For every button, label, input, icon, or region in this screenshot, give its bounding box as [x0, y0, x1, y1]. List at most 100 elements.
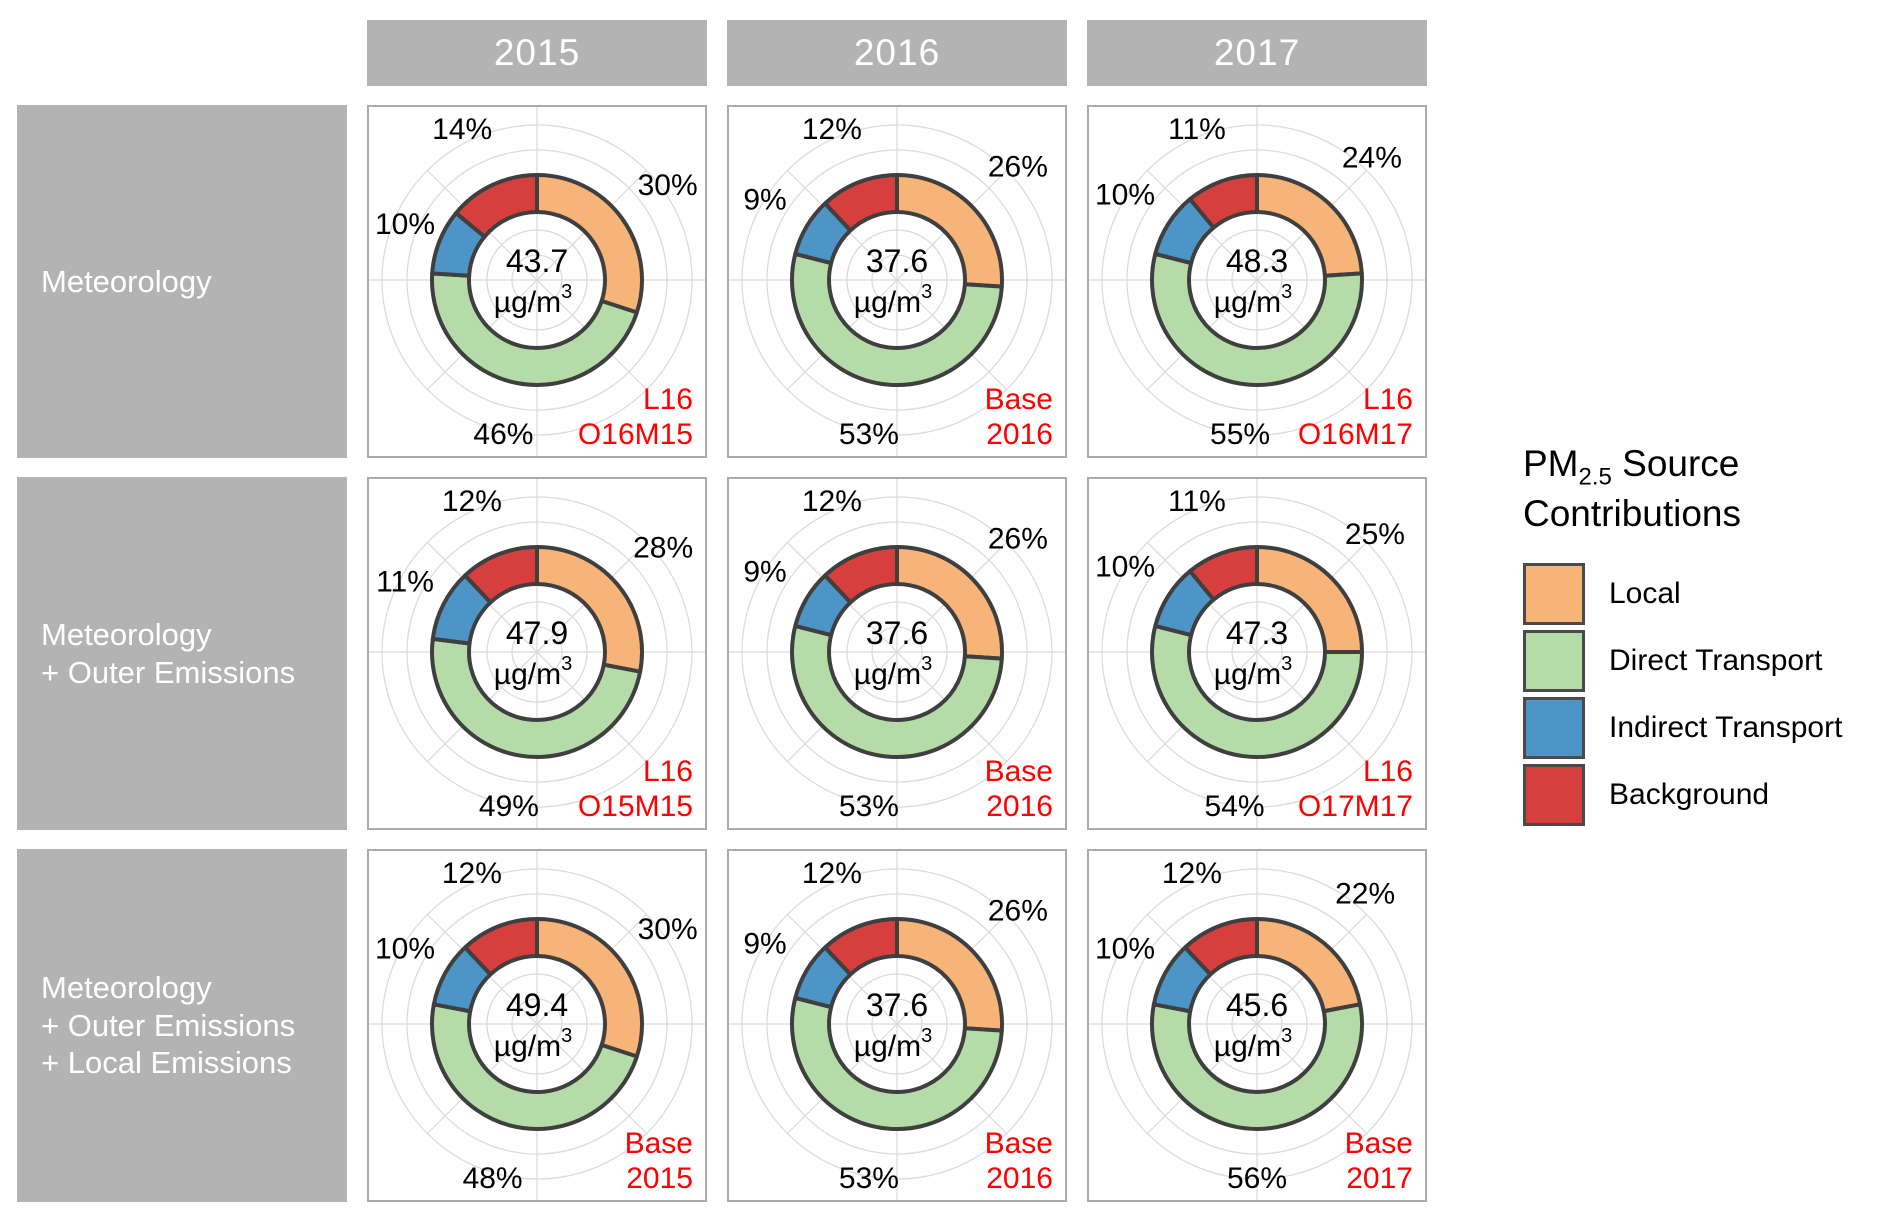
- percent-label-local: 28%: [633, 532, 693, 565]
- donut-panel-r1c0: 28% 49% 11% 12% 47.9 µg/m3 L16 O15M15: [367, 477, 707, 830]
- donut-segment-background: [823, 917, 899, 977]
- legend-swatch-local: [1523, 562, 1585, 625]
- donut-segment-local: [535, 173, 644, 315]
- legend-title-pm: PM: [1523, 443, 1579, 484]
- percent-label-indirect-transport: 10%: [1095, 933, 1155, 966]
- scenario-annotation-line: O16M15: [578, 418, 693, 451]
- donut-panel-r0c2: 24% 55% 10% 11% 48.3 µg/m3 L16 O16M17: [1087, 105, 1427, 458]
- donut-segment-local: [535, 545, 644, 674]
- legend-title-subscript: 2.5: [1578, 463, 1612, 491]
- legend-title: PM2.5 Source Contributions: [1523, 442, 1883, 537]
- legend-title-line2: Contributions: [1523, 493, 1742, 535]
- scenario-annotation-line: 2016: [986, 790, 1053, 823]
- percent-label-background: 12%: [802, 857, 862, 890]
- donut-segment-background: [454, 173, 539, 239]
- center-value: 48.3: [1226, 243, 1288, 279]
- column-header-2015: 2015: [367, 20, 707, 86]
- percent-label-background: 12%: [802, 485, 862, 518]
- donut-panel-r0c1: 26% 53% 9% 12% 37.6 µg/m3 Base 2016: [727, 105, 1067, 458]
- percent-label-local: 26%: [988, 150, 1048, 183]
- donut-segment-background: [463, 917, 539, 977]
- legend-label: Direct Transport: [1609, 643, 1823, 677]
- percent-label-local: 30%: [638, 169, 698, 202]
- row-label-meteorology-outer: Meteorology + Outer Emissions: [17, 477, 347, 830]
- row-label-meteorology: Meteorology: [17, 105, 347, 458]
- scenario-annotation-line: O17M17: [1298, 790, 1413, 823]
- percent-label-indirect-transport: 10%: [1095, 551, 1155, 584]
- percent-label-background: 11%: [1168, 485, 1226, 518]
- percent-label-direct-transport: 49%: [479, 790, 539, 823]
- donut-segment-direct-transport: [789, 995, 1004, 1131]
- percent-label-indirect-transport: 9%: [743, 928, 786, 961]
- center-unit: µg/m3: [494, 281, 572, 319]
- center-unit: µg/m3: [1214, 281, 1292, 319]
- center-unit: µg/m3: [1214, 653, 1292, 691]
- row-label-line: + Outer Emissions: [41, 654, 296, 690]
- legend-item-direct-transport: Direct Transport: [1523, 629, 1883, 692]
- center-unit: µg/m3: [494, 1025, 572, 1063]
- legend-item-indirect-transport: Indirect Transport: [1523, 696, 1883, 759]
- percent-label-local: 22%: [1335, 877, 1395, 910]
- scenario-annotation-line: L16: [1363, 383, 1413, 416]
- donut-segment-direct-transport: [430, 1002, 639, 1131]
- donut-panel-r0c0: 30% 46% 10% 14% 43.7 µg/m3 L16 O16M15: [367, 105, 707, 458]
- column-header-2016: 2016: [727, 20, 1067, 86]
- percent-label-background: 12%: [442, 857, 502, 890]
- percent-label-background: 14%: [432, 113, 492, 146]
- donut-panel-r1c1: 26% 53% 9% 12% 37.6 µg/m3 Base 2016: [727, 477, 1067, 830]
- column-header-2017: 2017: [1087, 20, 1427, 86]
- center-value: 47.9: [506, 615, 568, 651]
- donut-segment-direct-transport: [1150, 1002, 1364, 1131]
- donut-segment-direct-transport: [1150, 251, 1364, 387]
- donut-panel-r2c0: 30% 48% 10% 12% 49.4 µg/m3 Base 2015: [367, 849, 707, 1202]
- scenario-annotation-line: Base: [985, 1127, 1053, 1160]
- percent-label-local: 26%: [988, 894, 1048, 927]
- scenario-annotation-line: Base: [625, 1127, 693, 1160]
- scenario-annotation-line: L16: [643, 383, 693, 416]
- scenario-annotation-line: L16: [1363, 755, 1413, 788]
- percent-label-indirect-transport: 10%: [375, 208, 435, 241]
- row-label-line: Meteorology: [41, 263, 212, 299]
- scenario-annotation-line: 2015: [626, 1162, 693, 1195]
- center-unit: µg/m3: [494, 653, 572, 691]
- percent-label-background: 12%: [802, 113, 862, 146]
- legend-swatch-background: [1523, 763, 1585, 826]
- scenario-annotation-line: O16M17: [1298, 418, 1413, 451]
- scenario-annotation-line: Base: [1345, 1127, 1413, 1160]
- scenario-annotation-line: Base: [985, 755, 1053, 788]
- donut-segment-direct-transport: [1150, 623, 1364, 759]
- percent-label-background: 12%: [1162, 857, 1222, 890]
- percent-label-indirect-transport: 9%: [743, 556, 786, 589]
- percent-label-background: 12%: [442, 485, 502, 518]
- row-label-line: Meteorology: [41, 969, 212, 1005]
- legend-label: Local: [1609, 576, 1681, 610]
- donut-segment-background: [1188, 545, 1259, 602]
- donut-segment-background: [1188, 173, 1259, 230]
- percent-label-indirect-transport: 10%: [375, 933, 435, 966]
- scenario-annotation-line: O15M15: [578, 790, 693, 823]
- center-unit: µg/m3: [1214, 1025, 1292, 1063]
- donut-panel-r2c2: 22% 56% 10% 12% 45.6 µg/m3 Base 2017: [1087, 849, 1427, 1202]
- donut-panel-r2c1: 26% 53% 9% 12% 37.6 µg/m3 Base 2016: [727, 849, 1067, 1202]
- donut-segment-background: [823, 545, 899, 605]
- scenario-annotation-line: 2016: [986, 1162, 1053, 1195]
- center-value: 47.3: [1226, 615, 1288, 651]
- legend-label: Indirect Transport: [1609, 710, 1843, 744]
- grid-corner-spacer: [17, 20, 347, 86]
- donut-segment-direct-transport: [430, 636, 643, 759]
- percent-label-direct-transport: 56%: [1227, 1162, 1287, 1195]
- percent-label-local: 30%: [638, 913, 698, 946]
- donut-segment-local: [535, 917, 644, 1059]
- legend-item-local: Local: [1523, 562, 1883, 625]
- legend-swatch-direct-transport: [1523, 629, 1585, 692]
- center-unit: µg/m3: [854, 281, 932, 319]
- column-header-label: 2015: [493, 32, 581, 73]
- percent-label-direct-transport: 53%: [839, 790, 899, 823]
- center-unit: µg/m3: [854, 1025, 932, 1063]
